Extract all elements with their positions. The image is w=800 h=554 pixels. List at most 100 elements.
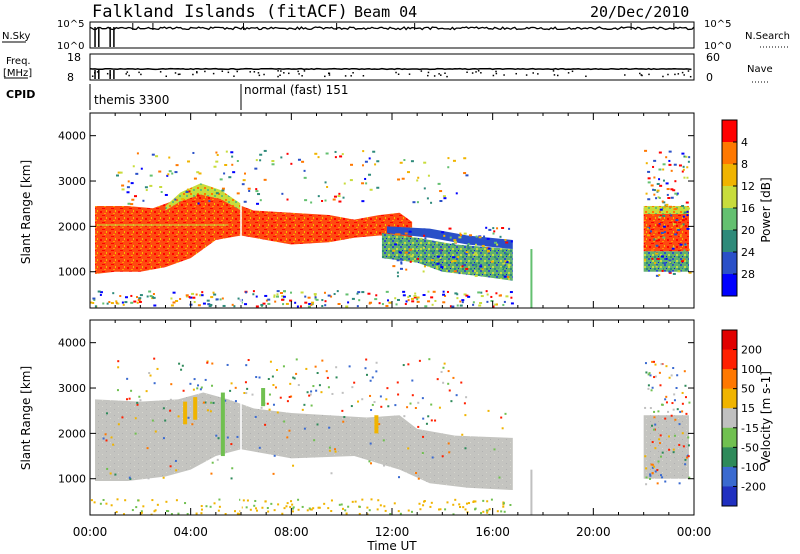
velocity-streak-0 bbox=[220, 392, 225, 457]
power-colorbar-tick-label-5: 24 bbox=[741, 246, 755, 259]
velocity-streak-3 bbox=[374, 415, 379, 434]
power-colorbar-tick-label-4: 20 bbox=[741, 224, 755, 237]
time-tick-label-2: 08:00 bbox=[274, 525, 309, 539]
power-late-top-patch bbox=[643, 205, 689, 214]
power-upper-band bbox=[165, 183, 241, 211]
nave-tick-bottom: 0 bbox=[706, 71, 713, 84]
velocity-colorbar-tick-label-2: 50 bbox=[741, 383, 755, 396]
nsky-drops bbox=[94, 23, 675, 47]
power-heatmap bbox=[90, 113, 692, 308]
nsky-panel: N.Sky 10^5 10^0 10^5 10^0 N.Search bbox=[2, 19, 790, 52]
power-vertical-dash bbox=[530, 249, 533, 308]
freq-series bbox=[89, 67, 692, 71]
power-colorbar-swatch-3 bbox=[722, 186, 737, 209]
power-ytick-label-2: 3000 bbox=[58, 175, 86, 188]
nsearch-tick-top: 10^5 bbox=[704, 19, 731, 30]
velocity-heatmap bbox=[90, 320, 691, 515]
velocity-ytick-label-2: 3000 bbox=[58, 382, 86, 395]
velocity-colorbar-tick-label-7: -200 bbox=[741, 480, 766, 493]
power-y-ticks: 1000 2000 3000 4000 bbox=[58, 130, 694, 279]
time-tick-label-5: 20:00 bbox=[576, 525, 611, 539]
nsearch-tick-bottom: 10^0 bbox=[704, 41, 731, 52]
cpid-mode-0: themis 3300 bbox=[94, 93, 169, 107]
velocity-colorbar-tick-label-4: -15 bbox=[741, 422, 759, 435]
time-tick-label-4: 16:00 bbox=[475, 525, 510, 539]
power-colorbar-tick-label-6: 28 bbox=[741, 268, 755, 281]
time-tick-label-1: 04:00 bbox=[173, 525, 208, 539]
power-colorbar-tick-label-3: 16 bbox=[741, 202, 755, 215]
velocity-streak-4 bbox=[261, 388, 266, 407]
beam-label: Beam 04 bbox=[354, 3, 417, 21]
power-colorbar-swatch-5 bbox=[722, 230, 737, 253]
velocity-colorbar: 200 100 50 15 -15 -50 -100 -200 bbox=[721, 329, 766, 507]
nave-label: Nave bbox=[747, 64, 773, 75]
power-colorbar-swatch-1 bbox=[722, 142, 737, 165]
power-panel: 1000 2000 3000 4000 Slant Range [km] 4 8 12 16… bbox=[19, 112, 773, 309]
velocity-colorbar-tick-label-3: 15 bbox=[741, 402, 755, 415]
velocity-colorbar-frame bbox=[721, 329, 738, 507]
velocity-colorbar-tick-label-6: -100 bbox=[741, 461, 766, 474]
velocity-colorbar-swatch-5 bbox=[722, 427, 737, 448]
velocity-ytick-label-0: 1000 bbox=[58, 473, 86, 486]
time-tick-label-0: 00:00 bbox=[73, 525, 108, 539]
power-colorbar-swatch-6 bbox=[722, 252, 737, 275]
velocity-colorbar-tick-label-5: -50 bbox=[741, 441, 759, 454]
power-colorbar-swatch-0 bbox=[722, 120, 737, 143]
freq-panel: Freq. [MHz] 18 8 60 0 Nave bbox=[3, 51, 773, 84]
power-colorbar-tick-label-1: 8 bbox=[741, 158, 748, 171]
freq-tick-bottom: 8 bbox=[67, 71, 74, 84]
power-colorbar-swatch-4 bbox=[722, 208, 737, 231]
time-tick-label-3: 12:00 bbox=[375, 525, 410, 539]
power-streak bbox=[97, 224, 229, 227]
power-x-ticks bbox=[89, 113, 695, 308]
velocity-colorbar-tick-label-0: 200 bbox=[741, 344, 762, 357]
velocity-ylabel: Slant Range [km] bbox=[19, 366, 33, 470]
time-tick-label-6: 00:00 bbox=[677, 525, 712, 539]
velocity-colorbar-swatch-7 bbox=[722, 466, 737, 487]
velocity-ytick-label-3: 4000 bbox=[58, 337, 86, 350]
velocity-colorbar-tick-label-1: 100 bbox=[741, 363, 762, 376]
freq-tick-top: 18 bbox=[67, 51, 81, 64]
station-title: Falkland Islands (fitACF) bbox=[92, 2, 348, 22]
velocity-colorbar-label: Velocity [m s-1] bbox=[759, 371, 773, 465]
velocity-colorbar-swatch-6 bbox=[722, 447, 737, 468]
velocity-colorbar-swatch-1 bbox=[722, 349, 737, 370]
velocity-colorbar-swatch-8 bbox=[722, 486, 737, 507]
power-low-band bbox=[381, 233, 513, 281]
cpid-label: CPID bbox=[6, 88, 35, 101]
velocity-vertical-dash bbox=[530, 469, 533, 515]
velocity-colorbar-swatch-2 bbox=[722, 369, 737, 390]
time-axis-label: Time UT bbox=[366, 539, 417, 553]
velocity-x-ticks: 00:00 04:00 08:00 12:00 16:00 20:00 00:00 bbox=[73, 320, 712, 539]
nsky-series bbox=[89, 26, 695, 31]
nave-series bbox=[91, 70, 692, 79]
velocity-streak-2 bbox=[183, 401, 188, 425]
power-ylabel: Slant Range [km] bbox=[19, 160, 33, 264]
velocity-y-ticks: 1000 2000 3000 4000 bbox=[58, 337, 694, 486]
nsky-tick-bottom: 10^0 bbox=[57, 41, 84, 52]
power-colorbar-tick-label-2: 12 bbox=[741, 180, 755, 193]
power-ytick-label-3: 4000 bbox=[58, 130, 86, 143]
power-ytick-label-1: 2000 bbox=[58, 220, 86, 233]
nave-tick-top: 60 bbox=[706, 51, 720, 64]
freq-unit-label: [MHz] bbox=[3, 68, 32, 79]
power-colorbar-label: Power [dB] bbox=[759, 177, 773, 242]
velocity-streak-1 bbox=[193, 397, 198, 420]
power-colorbar-swatch-2 bbox=[722, 164, 737, 187]
freq-label: Freq. bbox=[6, 56, 31, 67]
power-colorbar-swatch-7 bbox=[722, 274, 737, 297]
power-colorbar: 4 8 12 16 20 24 28 bbox=[721, 119, 755, 297]
velocity-ytick-label-1: 2000 bbox=[58, 427, 86, 440]
power-colorbar-tick-label-0: 4 bbox=[741, 136, 748, 149]
nsearch-label: N.Search bbox=[745, 31, 790, 42]
velocity-speckles bbox=[90, 357, 691, 515]
power-main-band bbox=[95, 192, 413, 274]
nsky-label: N.Sky bbox=[2, 31, 30, 42]
velocity-colorbar-swatch-3 bbox=[722, 388, 737, 409]
velocity-main-band bbox=[95, 392, 513, 491]
power-late-low-patch bbox=[643, 251, 689, 272]
power-ytick-label-0: 1000 bbox=[58, 266, 86, 279]
date-label: 20/Dec/2010 bbox=[590, 3, 689, 21]
cpid-mode-1: normal (fast) 151 bbox=[244, 83, 348, 97]
